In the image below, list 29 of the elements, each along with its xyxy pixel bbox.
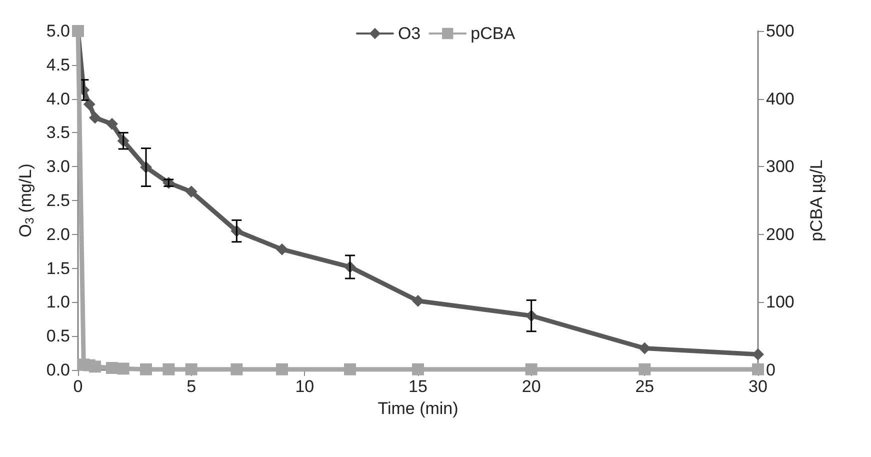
x-tick-label: 15	[408, 377, 428, 396]
x-tick-label: 20	[522, 377, 541, 396]
x-tick-label: 0	[73, 377, 83, 396]
y-tick-label: 3.5	[46, 123, 70, 142]
y-tick-label: 2.5	[46, 191, 70, 210]
legend-label: pCBA	[470, 24, 516, 43]
x-axis-title: Time (min)	[378, 398, 458, 418]
y2-tick-label: 300	[766, 157, 794, 176]
y-tick-label: 0.5	[46, 326, 70, 346]
y2-tick-label: 200	[766, 224, 794, 244]
y-tick-label: 4.0	[46, 89, 70, 108]
y-axis-title: O3 (mg/L)	[16, 164, 36, 238]
y-tick-label: 3.0	[46, 157, 70, 176]
y2-tick-label: 0	[766, 360, 776, 380]
y-tick-label: 5.0	[46, 22, 70, 40]
y2-tick-label: 500	[766, 22, 794, 40]
x-tick-label: 30	[748, 377, 768, 396]
x-tick-label: 25	[635, 377, 654, 396]
y-tick-label: 4.5	[46, 55, 70, 74]
y2-tick-label: 100	[766, 292, 794, 312]
y-tick-label: 0.0	[46, 360, 70, 380]
y2-tick-label: 400	[766, 89, 794, 108]
y-tick-label: 1.0	[46, 292, 70, 312]
y-tick-label: 2.0	[46, 224, 70, 244]
y-tick-label: 1.5	[46, 258, 70, 278]
x-tick-label: 5	[186, 377, 196, 396]
y2-axis-title: pCBA µg/L	[807, 160, 826, 242]
legend-label: O3	[398, 24, 421, 43]
x-tick-label: 10	[295, 377, 314, 396]
